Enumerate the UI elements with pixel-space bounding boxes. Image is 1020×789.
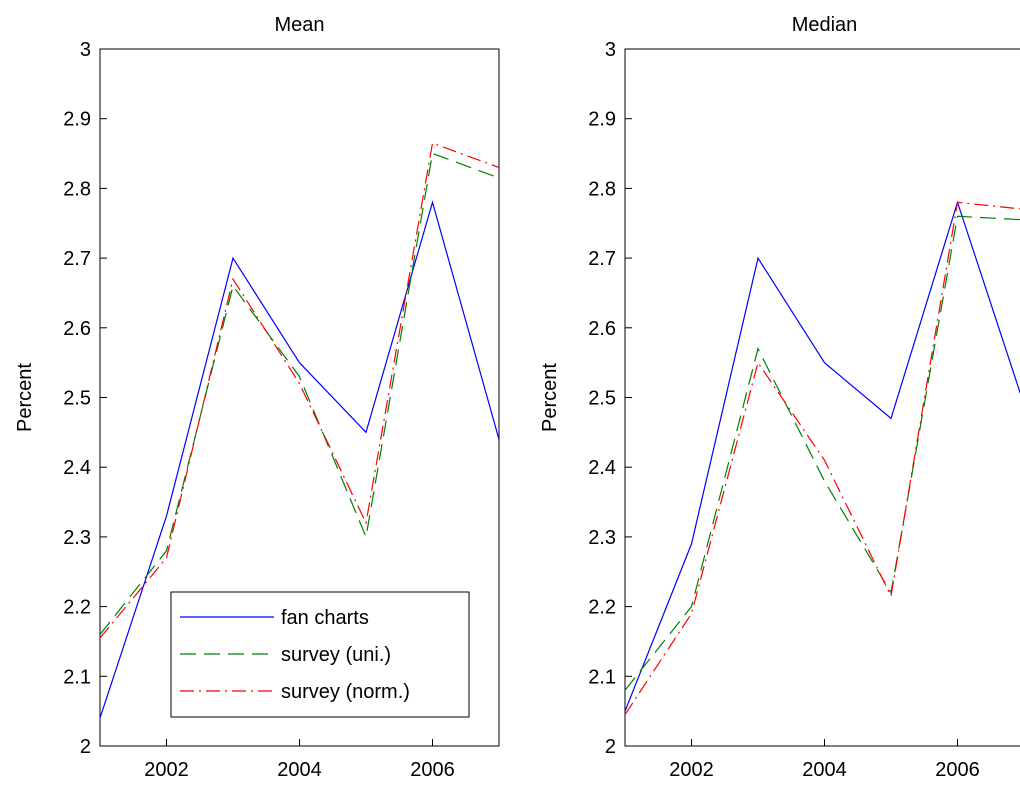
chart-title: Median [792,14,858,36]
legend-label: fan charts [281,607,369,629]
median-chart-panel: Median Percent 2 2.1 2.2 2.3 2.4 2.5 2.6 2.7 2.8 2.… [539,14,1020,781]
x-tick-label: 2002 [669,759,714,781]
y-tick-label: 3 [605,39,616,61]
chart-title: Mean [274,14,324,36]
y-tick-label: 2.9 [588,109,616,131]
y-tick-label: 3 [80,39,91,61]
series-line-survey-norm [625,201,1020,715]
y-axis-label: Percent [539,363,561,432]
plot-area [624,48,1020,747]
y-tick-label: 2 [80,736,91,758]
y-tick-label: 2.6 [588,318,616,340]
y-tick-label: 2.8 [588,178,616,200]
series-group [625,200,1020,715]
y-tick-label: 2.1 [63,666,91,688]
legend: fan charts survey (uni.) survey (norm.) [170,591,470,718]
x-tick-label: 2006 [935,759,980,781]
series-group [100,142,499,719]
y-tick-label: 2.8 [63,178,91,200]
y-tick-label: 2.2 [63,597,91,619]
series-line-survey-uni [100,152,499,635]
y-tick-label: 2.5 [588,388,616,410]
x-tick-label: 2004 [802,759,847,781]
y-tick-label: 2.6 [63,318,91,340]
y-tick-label: 2.7 [63,248,91,270]
y-tick-label: 2.3 [63,527,91,549]
y-tick-label: 2.9 [63,109,91,131]
y-tick-label: 2 [605,736,616,758]
x-tick-label: 2002 [144,759,189,781]
y-tick-label: 2.5 [63,388,91,410]
y-tick-label: 2.4 [63,457,91,479]
legend-label: survey (uni.) [281,644,391,666]
y-tick-label: 2.3 [588,527,616,549]
y-tick-label: 2.7 [588,248,616,270]
series-line-fan-charts [100,200,499,719]
legend-box [170,591,470,718]
x-tick-label: 2006 [410,759,455,781]
y-tick-label: 2.1 [588,666,616,688]
series-line-survey-norm [100,142,499,639]
legend-label: survey (norm.) [281,681,410,703]
mean-chart-panel: Mean Percent 2 2.1 2.2 2.3 2.4 2.5 2.6 2.7 2.8 2.9 3… [14,14,500,781]
y-axis-label: Percent [14,363,36,432]
y-tick-label: 2.2 [588,597,616,619]
x-tick-label: 2004 [277,759,322,781]
y-tick-label: 2.4 [588,457,616,479]
